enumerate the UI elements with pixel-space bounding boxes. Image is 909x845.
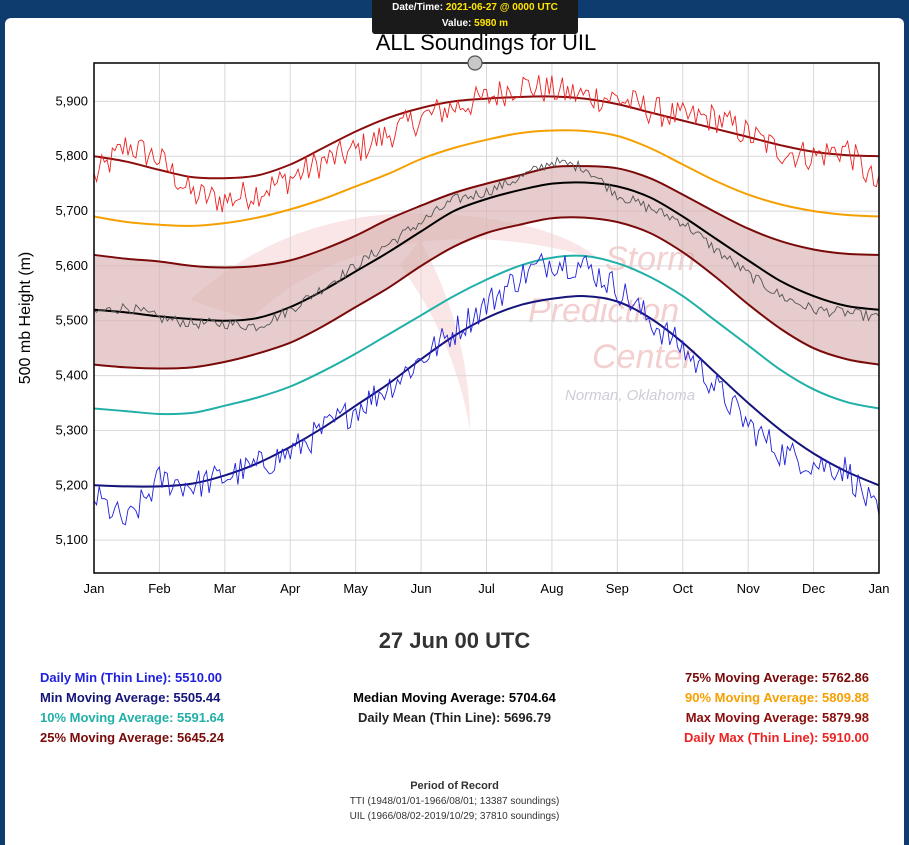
series-line-daily-min-thin-line <box>93 252 880 526</box>
scroll-handle[interactable] <box>467 55 483 71</box>
x-tick-label: Oct <box>673 581 694 596</box>
spc-watermark: Storm Prediction Center Norman, Oklahoma <box>190 213 696 430</box>
stat-daily-min: Daily Min (Thin Line): 5510.00 <box>40 670 223 685</box>
series-line-90-moving-average <box>93 129 880 227</box>
chart-series <box>93 75 880 526</box>
series-line-daily-max-thin-line <box>93 75 880 213</box>
tooltip-datetime-value: 2021-06-27 @ 0000 UTC <box>445 2 558 13</box>
stat-daily-max: Daily Max (Thin Line): 5910.00 <box>684 730 869 745</box>
tooltip-datetime-label: Date/Time: <box>392 2 444 13</box>
record-line-tti: TTI (1948/01/01-1966/08/01; 13387 soundi… <box>349 796 560 807</box>
plot-area <box>93 62 880 574</box>
y-tick-label: 5,900 <box>55 93 88 108</box>
x-tick-label: Apr <box>280 581 301 596</box>
x-tick-label: Jan <box>869 581 890 596</box>
stat-median-moving-average: Median Moving Average: 5704.64 <box>353 690 556 705</box>
y-tick-label: 5,500 <box>55 313 88 328</box>
chart-title: ALL Soundings for UIL <box>376 30 597 55</box>
period-of-record: Period of Record TTI (1948/01/01-1966/08… <box>0 779 909 824</box>
y-tick-label: 5,600 <box>55 258 88 273</box>
x-tick-label: Feb <box>148 581 170 596</box>
record-heading: Period of Record <box>410 780 499 792</box>
x-axis-ticks: Jan Feb Mar Apr May Jun Jul Aug Sep Oct Nov Dec Jan <box>84 581 890 596</box>
watermark-swoosh-2 <box>400 240 470 430</box>
series-line-min-moving-average <box>93 295 880 488</box>
tooltip-value-value: 5980 m <box>474 18 509 29</box>
x-tick-label: Sep <box>606 581 629 596</box>
y-axis-ticks: 5,100 5,200 5,300 5,400 5,500 5,600 5,700 5,800… <box>55 93 88 547</box>
watermark-swoosh <box>190 213 600 320</box>
stat-daily-mean: Daily Mean (Thin Line): 5696.79 <box>358 710 551 725</box>
stat-75-moving-average: 75% Moving Average: 5762.86 <box>684 670 869 685</box>
stat-max-moving-average: Max Moving Average: 5879.98 <box>685 710 869 725</box>
series-line-10-moving-average <box>93 254 880 416</box>
hover-tooltip: Date/Time: 2021-06-27 @ 0000 UTC Value: … <box>372 0 578 34</box>
y-tick-label: 5,100 <box>55 532 88 547</box>
chart-svg[interactable]: Storm Prediction Center Norman, Oklahoma… <box>0 0 909 620</box>
stat-90-moving-average: 90% Moving Average: 5809.88 <box>684 690 869 705</box>
date-heading: 27 Jun 00 UTC <box>378 628 531 653</box>
y-tick-label: 5,800 <box>55 148 88 163</box>
x-tick-label: Dec <box>802 581 826 596</box>
y-axis-label: 500 mb Height (m) <box>17 252 34 385</box>
record-line-uil: UIL (1966/08/02-2019/10/29; 37810 soundi… <box>349 811 560 822</box>
y-tick-label: 5,200 <box>55 477 88 492</box>
y-tick-label: 5,300 <box>55 422 88 437</box>
stat-10-moving-average: 10% Moving Average: 5591.64 <box>40 710 225 725</box>
y-tick-label: 5,400 <box>55 368 88 383</box>
x-tick-label: Jul <box>478 581 495 596</box>
stat-25-moving-average: 25% Moving Average: 5645.24 <box>40 730 225 745</box>
tooltip-value-label: Value: <box>441 18 472 29</box>
x-tick-label: Jan <box>84 581 105 596</box>
y-tick-label: 5,700 <box>55 203 88 218</box>
x-tick-label: Jun <box>411 581 432 596</box>
x-tick-label: Aug <box>540 581 563 596</box>
x-tick-label: Mar <box>214 581 237 596</box>
series-line-median-moving-average <box>93 181 880 322</box>
stat-min-moving-average: Min Moving Average: 5505.44 <box>40 690 221 705</box>
x-tick-label: Nov <box>737 581 761 596</box>
series-line-max-moving-average <box>93 95 880 180</box>
series-line-25-moving-average <box>93 216 880 370</box>
series-line-daily-mean-thin-line <box>93 156 880 332</box>
watermark-line4: Norman, Oklahoma <box>565 387 695 404</box>
series-line-75-moving-average <box>93 164 880 269</box>
x-tick-label: May <box>343 581 368 596</box>
watermark-line3: Center <box>592 338 696 376</box>
